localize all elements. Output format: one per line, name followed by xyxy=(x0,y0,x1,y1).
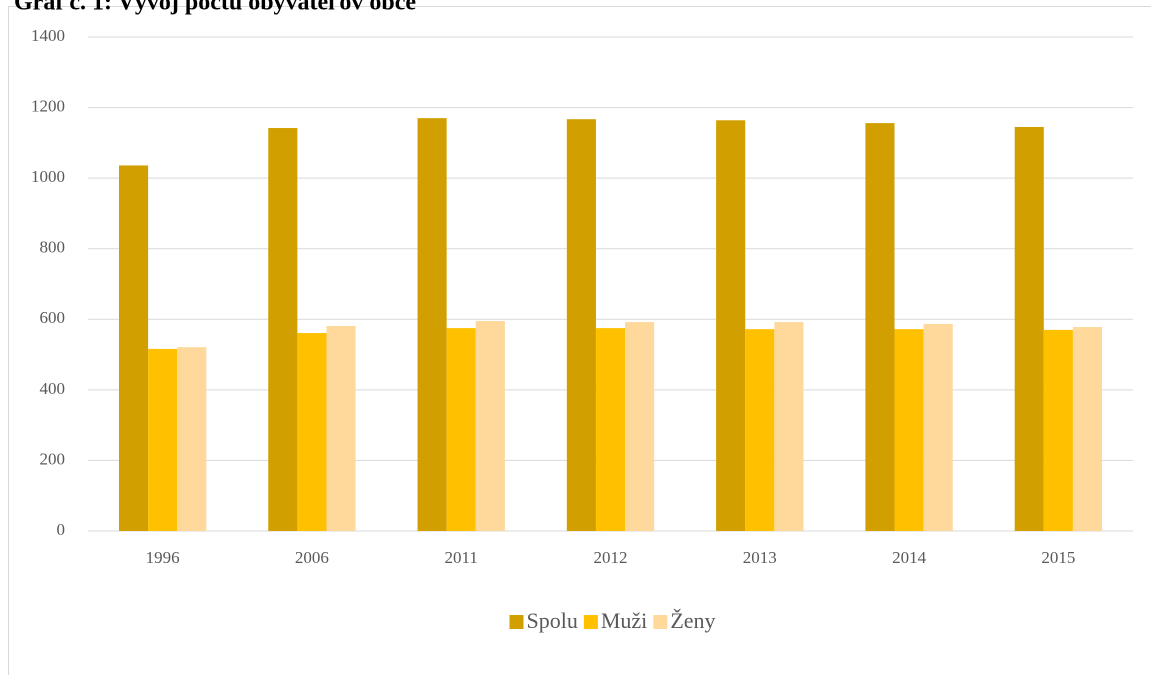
y-tick-label: 1200 xyxy=(31,96,65,115)
legend-swatch xyxy=(584,615,598,629)
y-tick-label: 800 xyxy=(40,238,66,257)
x-tick-label: 2006 xyxy=(295,548,329,567)
chart-title: Graf č. 1: Vývoj počtu obyvateľov obce xyxy=(14,0,416,16)
bar xyxy=(268,128,297,531)
bar xyxy=(895,329,924,531)
bar xyxy=(596,328,625,531)
legend-swatch xyxy=(653,615,667,629)
legend-label: Muži xyxy=(601,608,647,633)
y-tick-label: 1400 xyxy=(31,26,65,45)
bar xyxy=(119,165,148,531)
bar xyxy=(774,322,803,531)
y-tick-label: 200 xyxy=(40,449,66,468)
x-tick-label: 2012 xyxy=(594,548,628,567)
bar xyxy=(716,120,745,531)
bar xyxy=(745,329,774,531)
x-tick-label: 2014 xyxy=(892,548,927,567)
x-tick-label: 2013 xyxy=(743,548,777,567)
bar xyxy=(326,326,355,531)
x-tick-label: 1996 xyxy=(146,548,180,567)
bar xyxy=(567,119,596,531)
y-tick-label: 400 xyxy=(40,379,66,398)
x-tick-label: 2015 xyxy=(1041,548,1075,567)
bar xyxy=(625,322,654,531)
bar xyxy=(297,333,326,531)
bar xyxy=(1015,127,1044,531)
bar xyxy=(148,349,177,531)
bar xyxy=(924,324,953,531)
bar xyxy=(418,118,447,531)
bar xyxy=(865,123,894,531)
y-tick-label: 0 xyxy=(57,520,66,539)
bar xyxy=(177,347,206,531)
y-tick-label: 600 xyxy=(40,308,66,327)
bar xyxy=(476,321,505,531)
legend-label: Spolu xyxy=(527,608,578,633)
y-tick-label: 1000 xyxy=(31,167,65,186)
legend-label: Ženy xyxy=(670,608,715,633)
bar xyxy=(1044,330,1073,531)
bar xyxy=(447,328,476,531)
legend-swatch xyxy=(510,615,524,629)
x-tick-label: 2011 xyxy=(445,548,478,567)
bar xyxy=(1073,327,1102,531)
